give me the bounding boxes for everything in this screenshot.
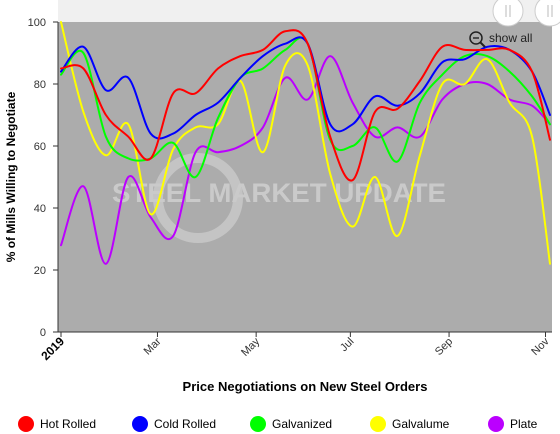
legend-label: Hot Rolled bbox=[40, 417, 96, 431]
x-tick-label: Nov bbox=[529, 335, 552, 358]
x-tick-label: Jul bbox=[338, 336, 356, 354]
legend-marker bbox=[488, 416, 504, 432]
legend-item-plate[interactable]: Plate bbox=[488, 416, 538, 432]
legend-label: Plate bbox=[510, 417, 538, 431]
y-tick-label: 0 bbox=[40, 327, 46, 339]
y-axis: 0 20 40 60 80 100 bbox=[28, 17, 59, 339]
legend-label: Galvanized bbox=[272, 417, 332, 431]
y-tick-label: 100 bbox=[28, 17, 46, 29]
y-tick-label: 20 bbox=[34, 265, 46, 277]
x-tick-label: Sep bbox=[433, 336, 455, 358]
watermark-text: STEEL MARKET UPDATE bbox=[112, 178, 446, 208]
series-layer bbox=[60, 21, 551, 265]
show-all-label: show all bbox=[489, 31, 532, 45]
watermark: STEEL MARKET UPDATE bbox=[112, 153, 446, 243]
series-line-plate[interactable] bbox=[60, 55, 551, 265]
plot-top-strip bbox=[58, 0, 552, 22]
legend-label: Galvalume bbox=[392, 417, 450, 431]
x-axis: 2019 Mar May Jul Sep Nov bbox=[38, 332, 552, 363]
zoom-icon bbox=[469, 31, 483, 45]
legend-item-cold-rolled[interactable]: Cold Rolled bbox=[132, 416, 216, 432]
show-all-button[interactable]: show all bbox=[469, 31, 532, 48]
y-tick-label: 40 bbox=[34, 203, 46, 215]
legend-label: Cold Rolled bbox=[154, 417, 216, 431]
legend-marker bbox=[250, 416, 266, 432]
x-tick-label: May bbox=[239, 335, 263, 359]
zoom-icon-handle bbox=[479, 41, 486, 48]
y-tick-label: 80 bbox=[34, 79, 46, 91]
x-tick-label: Mar bbox=[142, 335, 164, 357]
legend-item-galvalume[interactable]: Galvalume bbox=[370, 416, 450, 432]
y-axis-label: % of Mills Willing to Negotiate bbox=[4, 91, 18, 262]
legend-marker bbox=[18, 416, 34, 432]
legend-marker bbox=[132, 416, 148, 432]
legend-item-hot-rolled[interactable]: Hot Rolled bbox=[18, 416, 96, 432]
x-axis-label: Price Negotiations on New Steel Orders bbox=[183, 379, 428, 394]
legend-marker bbox=[370, 416, 386, 432]
navigator-handle-left[interactable] bbox=[492, 0, 524, 27]
legend-item-galvanized[interactable]: Galvanized bbox=[250, 416, 332, 432]
navigator-handle-right[interactable] bbox=[534, 0, 560, 27]
legend: Hot Rolled Cold Rolled Galvanized Galvalume… bbox=[18, 416, 538, 432]
series-line-hot-rolled[interactable] bbox=[60, 29, 551, 182]
series-line-galvalume[interactable] bbox=[60, 21, 551, 265]
y-tick-label: 60 bbox=[34, 141, 46, 153]
